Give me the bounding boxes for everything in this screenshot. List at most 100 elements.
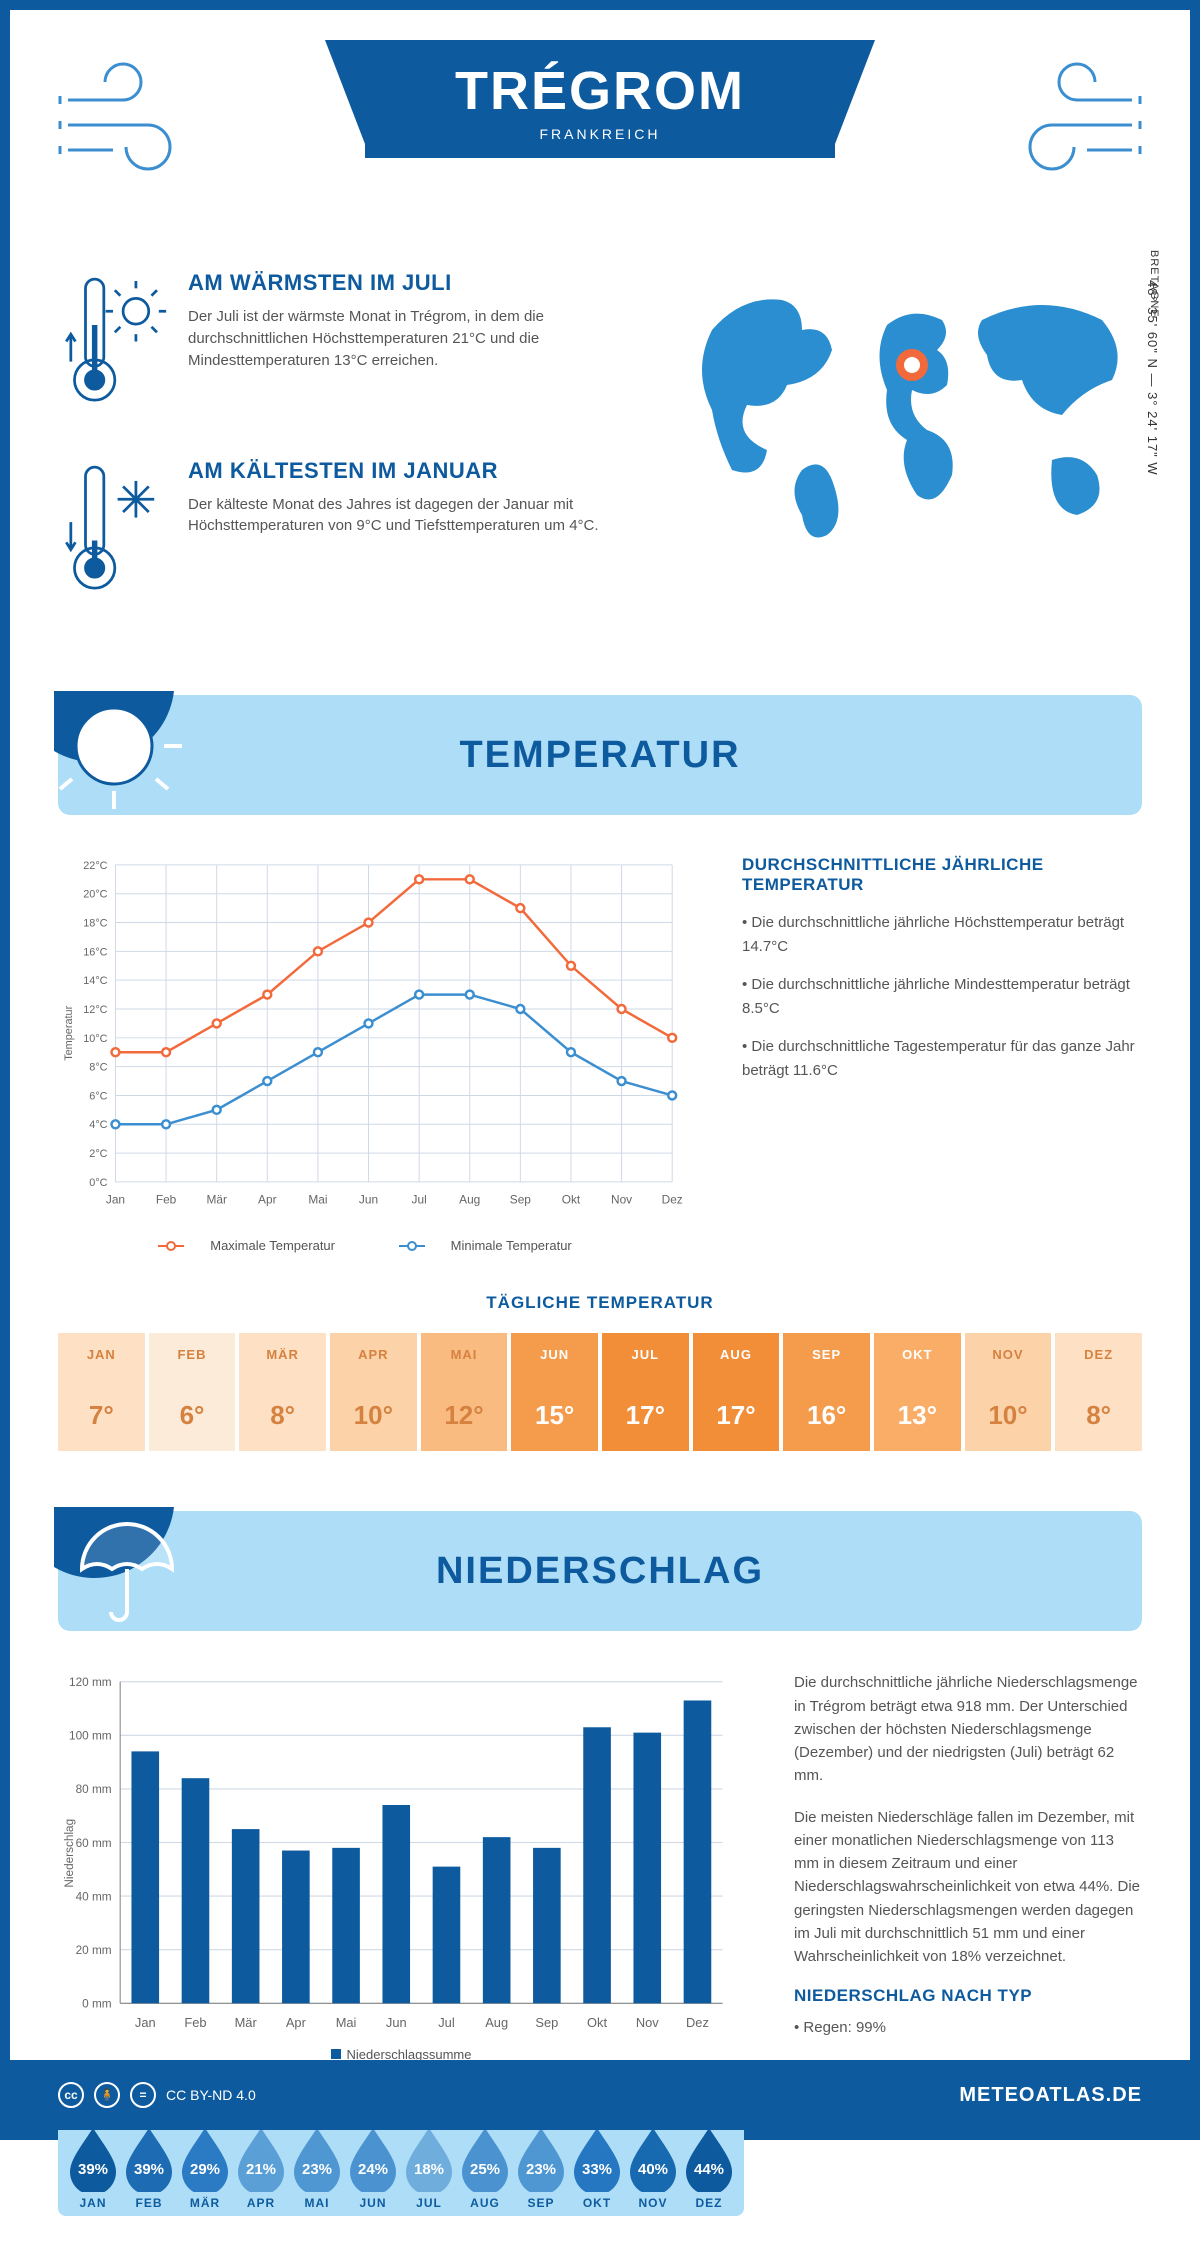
svg-text:100 mm: 100 mm [69,1730,112,1743]
daily-cell: NOV10° [965,1333,1052,1451]
svg-text:22°C: 22°C [83,860,107,872]
thermometer-sun-icon [58,270,168,422]
warmest-fact: AM WÄRMSTEN IM JULI Der Juli ist der wär… [58,270,642,422]
svg-text:0 mm: 0 mm [82,1998,112,2011]
prob-drop: 39%FEB [122,2124,176,2210]
wind-icon [992,60,1142,190]
month-label: MÄR [239,1347,326,1362]
temperature-section-band: TEMPERATUR [58,695,1142,815]
month-label: JUL [402,2196,456,2210]
temp-value: 7° [58,1400,145,1431]
month-label: AUG [458,2196,512,2210]
svg-text:39%: 39% [78,2161,108,2178]
svg-text:25%: 25% [470,2161,500,2178]
daily-cell: JUL17° [602,1333,689,1451]
prob-drop: 29% MÄR [178,2124,232,2210]
svg-text:80 mm: 80 mm [76,1784,112,1797]
svg-text:12°C: 12°C [83,1004,107,1016]
svg-text:8°C: 8°C [89,1062,107,1074]
coords-label: 48° 35' 60" N — 3° 24' 17" W [1145,280,1160,476]
svg-text:21%: 21% [246,2161,276,2178]
temp-value: 10° [330,1400,417,1431]
month-label: DEZ [1055,1347,1142,1362]
intro-row: AM WÄRMSTEN IM JULI Der Juli ist der wär… [58,270,1142,645]
month-label: JAN [58,1347,145,1362]
month-label: SEP [514,2196,568,2210]
prob-drop: 44% DEZ [682,2124,736,2210]
prob-drop: 40% NOV [626,2124,680,2210]
svg-text:0°C: 0°C [89,1177,107,1189]
page-subtitle: FRANKREICH [455,126,745,142]
prob-drop: 23%MAI [290,2124,344,2210]
month-label: SEP [783,1347,870,1362]
prob-drop: 25% AUG [458,2124,512,2210]
month-label: FEB [149,1347,236,1362]
svg-text:Mär: Mär [206,1193,226,1207]
thermometer-snow-icon [58,458,168,610]
precip-para: Die durchschnittliche jährliche Niedersc… [794,1671,1142,1787]
avg-bullet: • Die durchschnittliche jährliche Mindes… [742,973,1142,1021]
month-label: MÄR [178,2196,232,2210]
fact-body: Der kälteste Monat des Jahres ist dagege… [188,494,642,538]
svg-text:Okt: Okt [587,2015,607,2030]
svg-text:Sep: Sep [510,1193,532,1207]
temp-value: 8° [239,1400,326,1431]
svg-text:Nov: Nov [611,1193,632,1207]
svg-text:Aug: Aug [459,1193,480,1207]
svg-text:Mai: Mai [336,2015,357,2030]
svg-text:44%: 44% [694,2161,724,2178]
svg-text:40%: 40% [638,2161,668,2178]
precipitation-bar-chart: 0 mm20 mm40 mm60 mm80 mm100 mm120 mmNied… [58,1671,744,2061]
prob-drop: 39%JAN [66,2124,120,2210]
section-title: TEMPERATUR [459,734,740,777]
svg-text:Mai: Mai [308,1193,327,1207]
temp-value: 17° [693,1400,780,1431]
svg-text:Aug: Aug [485,2015,508,2030]
svg-text:Sep: Sep [535,2015,558,2030]
svg-text:Jun: Jun [359,1193,378,1207]
daily-temp-table: JAN7°FEB6°MÄR8°APR10°MAI12°JUN15°JUL17°A… [58,1333,1142,1451]
svg-text:Feb: Feb [156,1193,177,1207]
month-label: DEZ [682,2196,736,2210]
footer: cc 🧍 = CC BY-ND 4.0 METEOATLAS.DE [10,2060,1190,2130]
prob-drop: 18%JUL [402,2124,456,2210]
temp-value: 10° [965,1400,1052,1431]
svg-text:Jan: Jan [106,1193,125,1207]
fact-title: AM KÄLTESTEN IM JANUAR [188,458,642,484]
license-text: CC BY-ND 4.0 [166,2087,256,2103]
svg-text:20 mm: 20 mm [76,1944,112,1957]
daily-cell: AUG 17° [693,1333,780,1451]
legend-max: Maximale Temperatur [210,1238,335,1253]
umbrella-icon [54,1507,214,1667]
svg-text:Feb: Feb [184,2015,206,2030]
svg-text:Niederschlag: Niederschlag [63,1819,76,1888]
temp-value: 8° [1055,1400,1142,1431]
coldest-fact: AM KÄLTESTEN IM JANUAR Der kälteste Mona… [58,458,642,610]
daily-cell: SEP 16° [783,1333,870,1451]
svg-text:4°C: 4°C [89,1120,107,1132]
svg-text:2°C: 2°C [89,1148,107,1160]
svg-text:29%: 29% [190,2161,220,2178]
nd-icon: = [130,2082,156,2108]
daily-cell: FEB 6° [149,1333,236,1451]
svg-text:Apr: Apr [286,2015,307,2030]
avg-title: DURCHSCHNITTLICHE JÄHRLICHE TEMPERATUR [742,855,1142,895]
svg-text:33%: 33% [582,2161,612,2178]
temp-value: 16° [783,1400,870,1431]
section-title: NIEDERSCHLAG [436,1550,764,1593]
cc-icon: cc [58,2082,84,2108]
svg-text:6°C: 6°C [89,1091,107,1103]
month-label: JUN [346,2196,400,2210]
precip-summary: Die durchschnittliche jährliche Niedersc… [794,1671,1142,2215]
month-label: AUG [693,1347,780,1362]
temp-value: 13° [874,1400,961,1431]
svg-text:Mär: Mär [235,2015,258,2030]
daily-cell: JUN15° [511,1333,598,1451]
temp-value: 17° [602,1400,689,1431]
by-icon: 🧍 [94,2082,120,2108]
month-label: NOV [626,2196,680,2210]
daily-cell: APR10° [330,1333,417,1451]
page: TRÉGROM FRANKREICH AM WÄRMSTEN IM JULI D… [0,0,1200,2140]
temp-value: 6° [149,1400,236,1431]
month-label: JUN [511,1347,598,1362]
